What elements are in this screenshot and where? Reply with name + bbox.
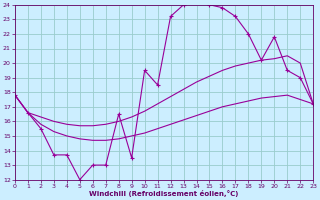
X-axis label: Windchill (Refroidissement éolien,°C): Windchill (Refroidissement éolien,°C) xyxy=(89,190,239,197)
